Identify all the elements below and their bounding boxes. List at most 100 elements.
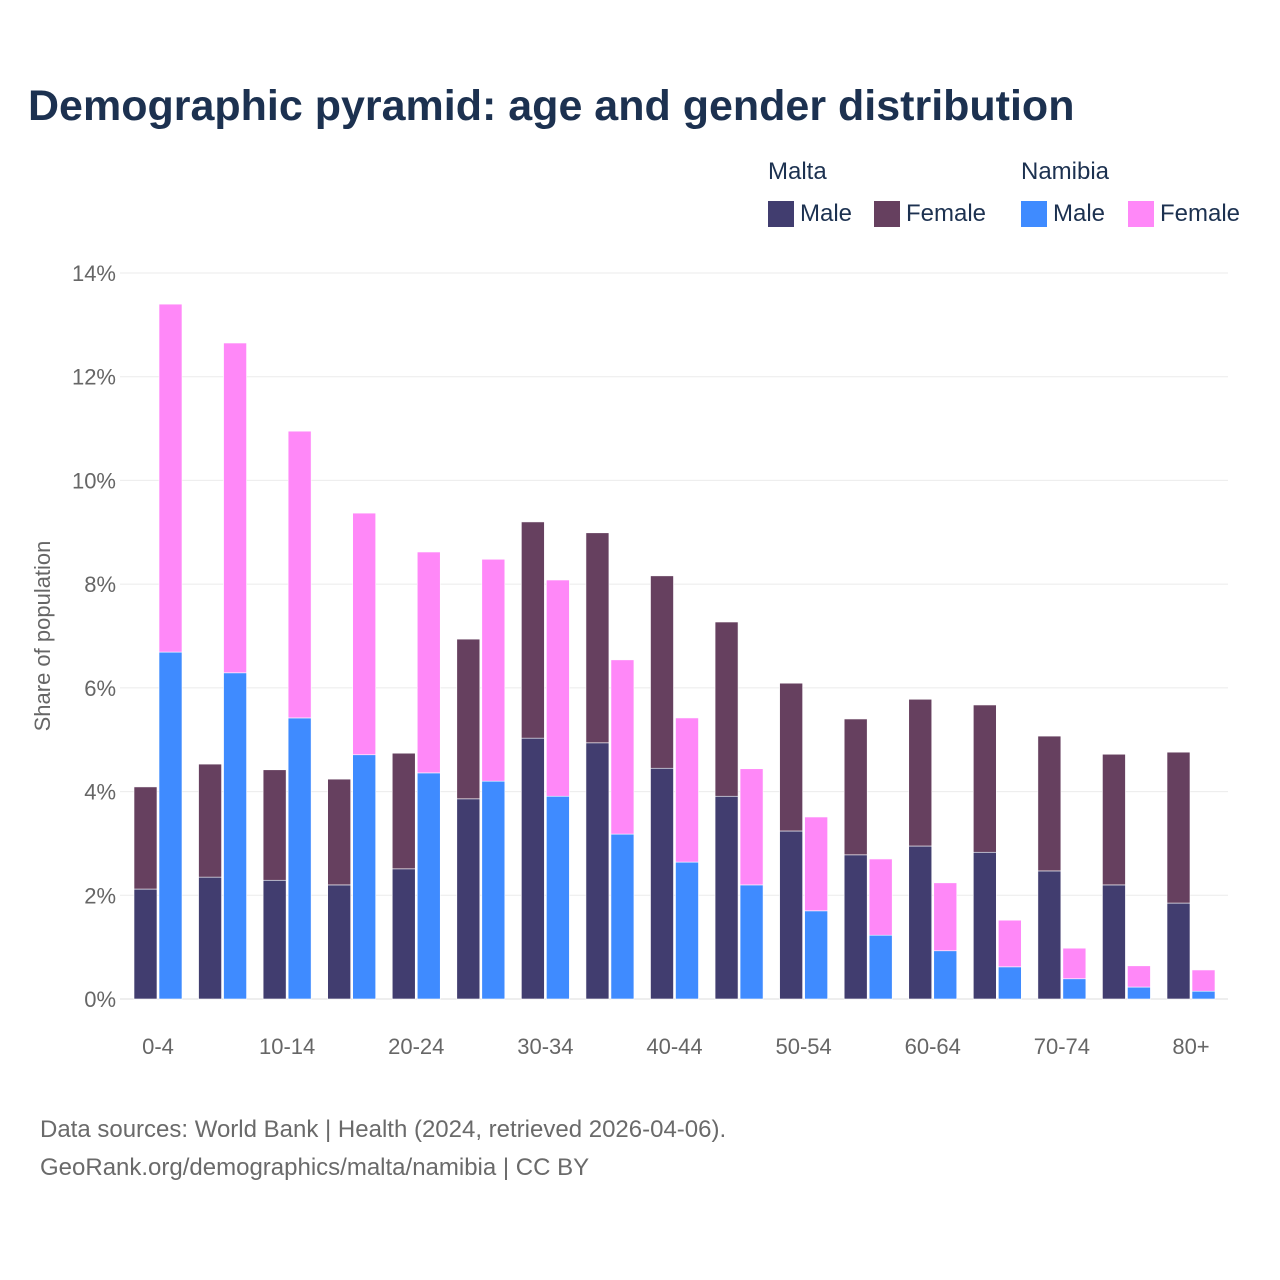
y-tick-label: 8% <box>84 572 116 597</box>
legend-label: Female <box>906 200 987 227</box>
legend-namibia-male[interactable]: Male <box>1021 200 1105 228</box>
chart-title: Demographic pyramid: age and gender dist… <box>28 82 1075 130</box>
bar-malta-male-40-44 <box>650 767 674 1000</box>
bar-malta-male-45-49 <box>714 795 739 1000</box>
bar-namibia-female-45-49 <box>739 768 764 886</box>
bar-namibia-male-55-59 <box>868 934 893 1000</box>
bar-malta-male-0-4 <box>133 888 158 1000</box>
bar-namibia-female-25-29 <box>481 558 506 782</box>
bar-malta-male-5-9 <box>198 876 222 1000</box>
bar-namibia-male-15-19 <box>352 754 376 1000</box>
legend-malta-male[interactable]: Male <box>768 200 852 228</box>
bar-malta-male-15-19 <box>327 884 351 1000</box>
bar-namibia-female-50-54 <box>804 816 828 912</box>
legend-label: Male <box>800 200 853 227</box>
legend-swatch <box>874 201 900 227</box>
bar-malta-female-75-79 <box>1102 753 1126 886</box>
bar-namibia-male-70-74 <box>1062 978 1087 1000</box>
y-tick-label: 4% <box>84 780 116 805</box>
bar-namibia-male-5-9 <box>223 672 247 1000</box>
bar-malta-female-5-9 <box>198 763 222 878</box>
x-tick-label: 0-4 <box>142 1034 174 1059</box>
bar-malta-female-55-59 <box>843 718 868 856</box>
y-axis-label: Share of population <box>30 541 55 732</box>
legend-swatch <box>1021 201 1047 227</box>
bar-malta-male-65-69 <box>973 851 997 1000</box>
legend-label: Male <box>1053 200 1106 227</box>
bar-namibia-female-20-24 <box>416 551 441 774</box>
bar-namibia-male-80+ <box>1191 990 1216 1000</box>
bar-malta-female-20-24 <box>391 752 416 870</box>
bar-namibia-male-75-79 <box>1127 986 1151 1000</box>
bar-malta-male-35-39 <box>585 742 610 1000</box>
x-tick-label: 50-54 <box>775 1034 831 1059</box>
bar-malta-female-50-54 <box>779 682 803 832</box>
bar-namibia-female-0-4 <box>158 303 183 653</box>
bar-malta-female-25-29 <box>456 638 481 800</box>
y-tick-label: 0% <box>84 987 116 1012</box>
y-tick-label: 6% <box>84 676 116 701</box>
legend-label: Female <box>1160 200 1241 227</box>
bar-namibia-male-20-24 <box>416 772 441 1000</box>
bar-malta-male-30-34 <box>521 737 545 1000</box>
legend-malta-female[interactable]: Female <box>874 200 986 228</box>
y-tick-label: 14% <box>72 261 116 286</box>
bar-namibia-male-65-69 <box>998 966 1022 1000</box>
legend-group-namibia: Namibia <box>1021 158 1110 185</box>
bar-namibia-female-10-14 <box>287 430 312 719</box>
legend-swatch <box>1128 201 1154 227</box>
bar-namibia-female-5-9 <box>223 342 247 674</box>
x-tick-label: 10-14 <box>259 1034 315 1059</box>
y-tick-label: 12% <box>72 365 116 390</box>
bar-malta-male-75-79 <box>1102 884 1126 1000</box>
bar-namibia-female-15-19 <box>352 512 376 756</box>
x-tick-label: 80+ <box>1172 1034 1209 1059</box>
bar-namibia-male-25-29 <box>481 780 506 1000</box>
bar-malta-male-10-14 <box>262 879 287 1000</box>
bar-namibia-male-60-64 <box>933 950 958 1000</box>
bar-namibia-female-70-74 <box>1062 947 1087 980</box>
bar-malta-male-80+ <box>1166 902 1191 1000</box>
bar-namibia-male-40-44 <box>675 861 699 1000</box>
bar-malta-female-35-39 <box>585 532 610 744</box>
bar-malta-female-45-49 <box>714 621 739 797</box>
bar-malta-female-0-4 <box>133 786 158 890</box>
bar-namibia-male-50-54 <box>804 910 828 1000</box>
bar-namibia-male-45-49 <box>739 884 764 1000</box>
credit-note: GeoRank.org/demographics/malta/namibia |… <box>40 1154 590 1181</box>
bar-namibia-female-65-69 <box>998 919 1022 968</box>
bar-namibia-female-35-39 <box>610 659 635 835</box>
bar-malta-male-55-59 <box>843 854 868 1000</box>
bar-namibia-female-30-34 <box>546 579 570 797</box>
bar-malta-female-15-19 <box>327 778 351 886</box>
bar-namibia-male-30-34 <box>546 795 570 1000</box>
x-tick-label: 20-24 <box>388 1034 444 1059</box>
bar-malta-male-50-54 <box>779 830 803 1000</box>
legend-group-malta: Malta <box>768 158 827 185</box>
bar-malta-female-30-34 <box>521 521 545 739</box>
bar-namibia-female-80+ <box>1191 969 1216 992</box>
bar-malta-female-70-74 <box>1037 735 1062 872</box>
bar-malta-female-60-64 <box>908 698 933 847</box>
y-tick-label: 10% <box>72 468 116 493</box>
bar-malta-male-60-64 <box>908 845 933 1000</box>
bar-malta-male-20-24 <box>391 868 416 1000</box>
bar-namibia-male-10-14 <box>287 717 312 1000</box>
bar-namibia-male-35-39 <box>610 833 635 1000</box>
bar-namibia-female-55-59 <box>868 858 893 936</box>
legend-namibia-female[interactable]: Female <box>1128 200 1240 228</box>
legend-swatch <box>768 201 794 227</box>
bar-namibia-female-60-64 <box>933 882 958 952</box>
bar-malta-male-25-29 <box>456 798 481 1000</box>
bar-malta-female-80+ <box>1166 751 1191 904</box>
bar-malta-female-65-69 <box>973 704 997 853</box>
bar-malta-male-70-74 <box>1037 870 1062 1000</box>
bar-malta-female-10-14 <box>262 769 287 881</box>
bar-malta-female-40-44 <box>650 575 674 769</box>
x-tick-label: 30-34 <box>517 1034 573 1059</box>
bar-namibia-female-40-44 <box>675 717 699 863</box>
x-tick-label: 60-64 <box>905 1034 961 1059</box>
x-tick-label: 40-44 <box>646 1034 702 1059</box>
